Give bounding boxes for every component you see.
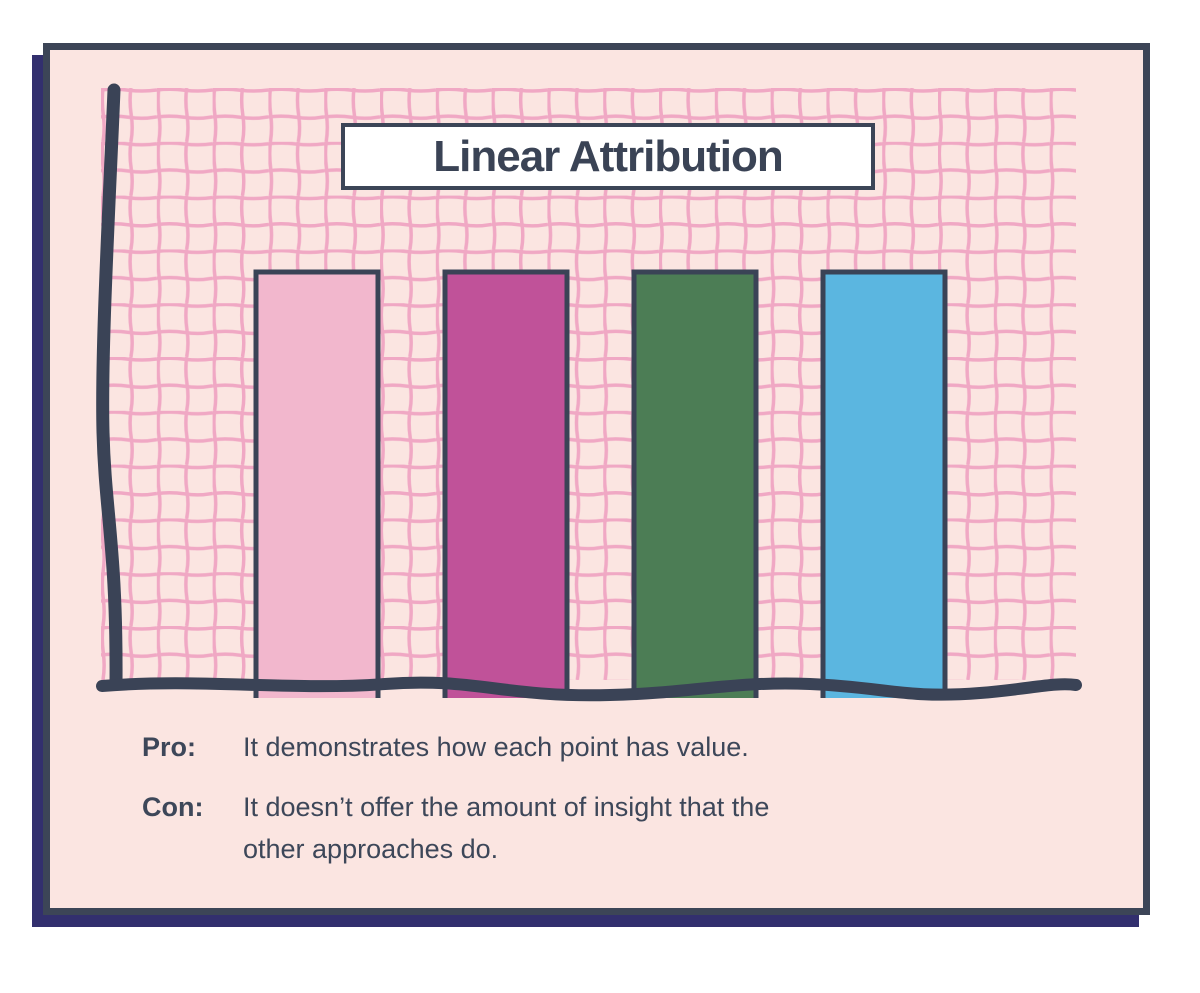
bar-1 [253, 269, 381, 698]
con-text-line-1: It doesn’t offer the amount of insight t… [243, 792, 770, 822]
con-label: Con: [142, 792, 204, 822]
bar-2 [442, 269, 570, 698]
pro-row: Pro: It demonstrates how each point has … [142, 726, 749, 768]
attribution-card: Linear Attribution Pro: It demonstrates … [43, 43, 1150, 915]
x-axis [96, 676, 1082, 702]
pro-text: It demonstrates how each point has value… [243, 732, 749, 762]
bars [253, 269, 948, 698]
y-axis [96, 83, 123, 691]
bar-3 [631, 269, 759, 698]
con-text: It doesn’t offer the amount of insight t… [243, 786, 769, 870]
chart-title-box: Linear Attribution [341, 123, 875, 190]
bar-4 [820, 269, 948, 698]
con-text-line-2: other approaches do. [243, 834, 499, 864]
pro-label: Pro: [142, 732, 196, 762]
con-row: Con: It doesn’t offer the amount of insi… [142, 786, 769, 870]
chart-title: Linear Attribution [433, 131, 783, 181]
